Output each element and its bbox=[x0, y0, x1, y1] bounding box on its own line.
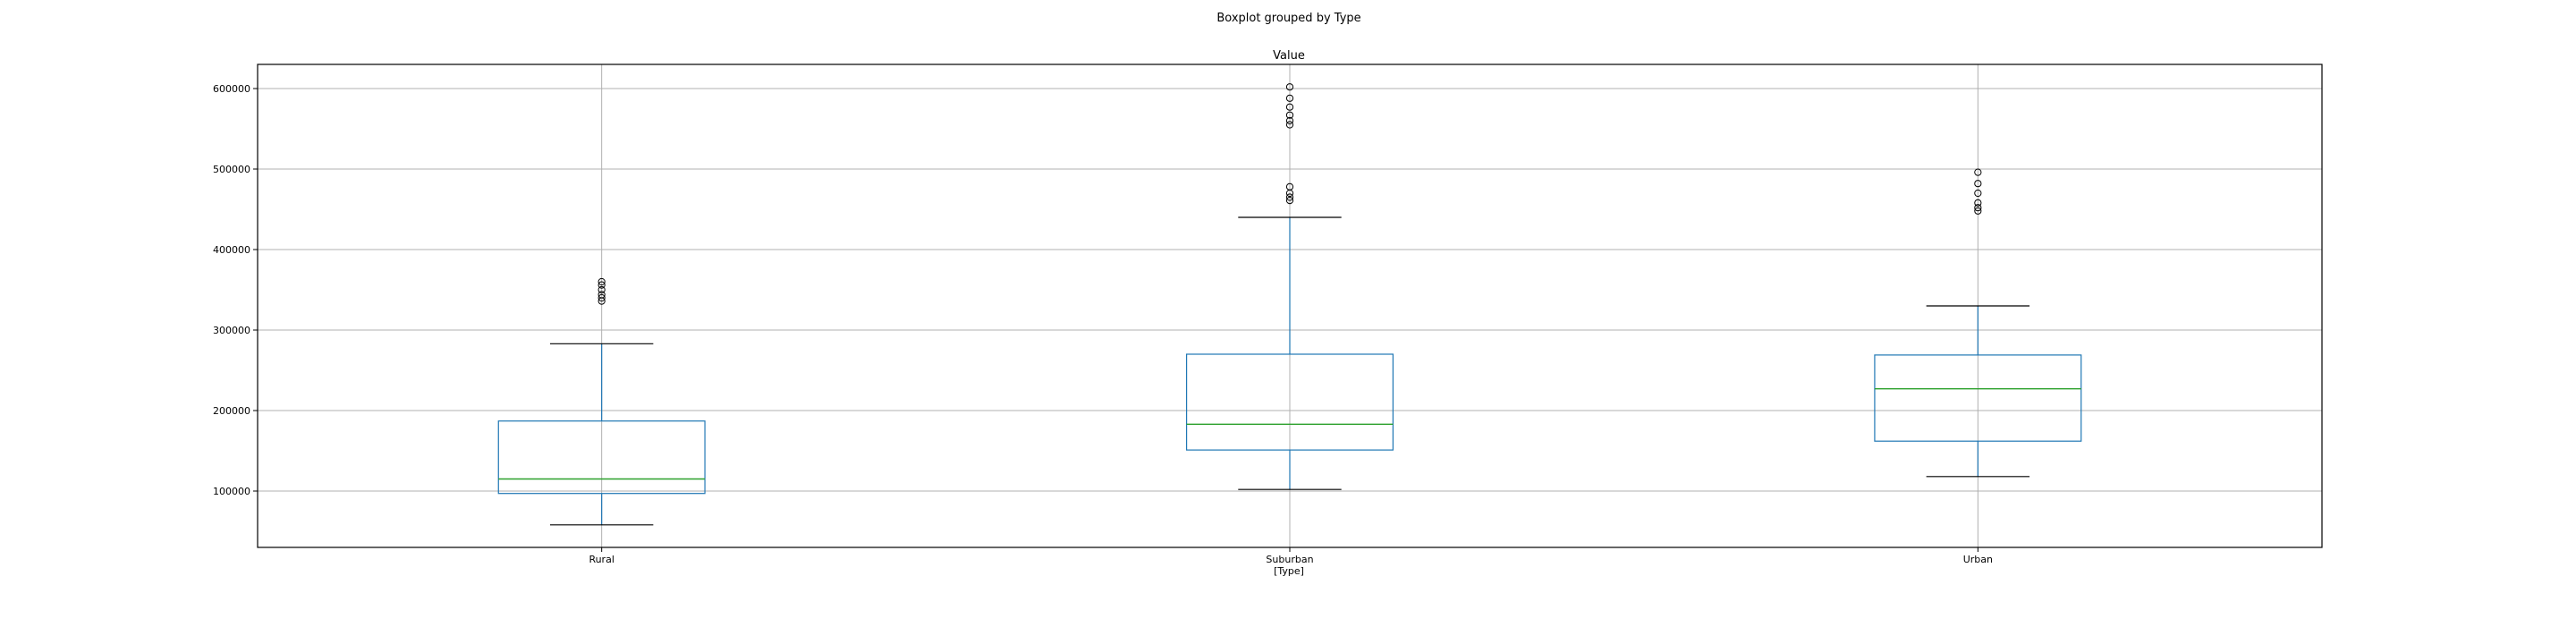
box-group-suburban bbox=[1185, 83, 1394, 490]
outlier-point bbox=[1974, 207, 1982, 215]
outlier-point bbox=[597, 291, 606, 299]
boxes-layer bbox=[497, 83, 2082, 526]
y-tick-label: 500000 bbox=[213, 164, 250, 175]
outlier-point bbox=[1974, 189, 1982, 198]
y-tick-label: 200000 bbox=[213, 405, 250, 417]
box-group-urban bbox=[1874, 168, 2082, 478]
x-tick-label: Suburban bbox=[1266, 554, 1313, 565]
x-axis-label: [Type] bbox=[1274, 565, 1304, 577]
outlier-point bbox=[1285, 116, 1294, 125]
figure-suptitle: Boxplot grouped by Type bbox=[1216, 12, 1360, 25]
y-tick-label: 100000 bbox=[213, 486, 250, 497]
chart-title: Value bbox=[1273, 49, 1305, 63]
y-tick-label: 400000 bbox=[213, 244, 250, 256]
x-axis: Rural Suburban Urban bbox=[589, 547, 1993, 565]
y-tick-label: 300000 bbox=[213, 325, 250, 336]
outlier-point bbox=[1974, 168, 1982, 176]
x-tick-label: Urban bbox=[1963, 554, 1993, 565]
outlier-point bbox=[1285, 182, 1294, 191]
outlier-point bbox=[1974, 199, 1982, 207]
box bbox=[1874, 354, 2082, 442]
outlier-point bbox=[1285, 121, 1294, 129]
outlier-point bbox=[597, 277, 606, 286]
box bbox=[497, 420, 706, 495]
outlier-point bbox=[1285, 193, 1294, 201]
box bbox=[1185, 353, 1394, 451]
outlier-point bbox=[1285, 83, 1294, 91]
outlier-point bbox=[1285, 197, 1294, 205]
outlier-point bbox=[1285, 103, 1294, 111]
y-tick-label: 600000 bbox=[213, 83, 250, 95]
outlier-point bbox=[1285, 111, 1294, 119]
outlier-point bbox=[1974, 180, 1982, 188]
x-tick-label: Rural bbox=[589, 554, 614, 565]
outlier-point bbox=[597, 293, 606, 302]
y-axis: 100000 200000 300000 400000 500000 600000 bbox=[213, 83, 258, 497]
outlier-point bbox=[597, 281, 606, 289]
outlier-point bbox=[1285, 94, 1294, 102]
outlier-point bbox=[1974, 204, 1982, 212]
outlier-point bbox=[597, 285, 606, 294]
box-group-rural bbox=[497, 277, 706, 526]
